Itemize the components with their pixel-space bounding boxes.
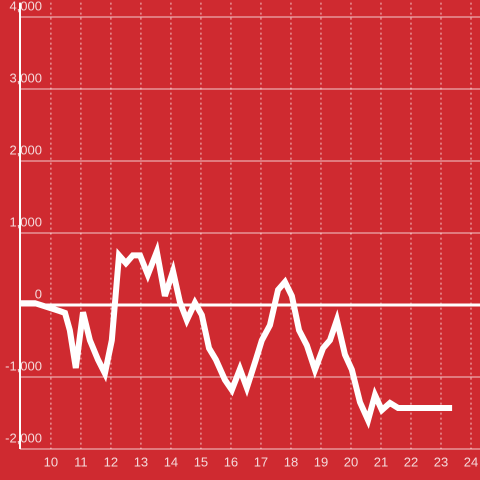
x-tick-label: 20 xyxy=(344,454,358,469)
x-tick-label: 19 xyxy=(314,454,328,469)
x-tick-label: 17 xyxy=(254,454,268,469)
y-tick-label: 1,000 xyxy=(9,214,42,229)
x-tick-label: 16 xyxy=(224,454,238,469)
y-tick-label: -2,000 xyxy=(5,430,42,445)
x-tick-label: 21 xyxy=(374,454,388,469)
x-tick-label: 22 xyxy=(404,454,418,469)
y-tick-label: 0 xyxy=(35,286,42,301)
x-tick-label: 13 xyxy=(134,454,148,469)
x-tick-label: 12 xyxy=(104,454,118,469)
y-tick-label: -1,000 xyxy=(5,358,42,373)
y-tick-label: 4,000 xyxy=(9,0,42,13)
y-tick-label: 2,000 xyxy=(9,142,42,157)
y-tick-label: 3,000 xyxy=(9,70,42,85)
line xyxy=(20,240,453,430)
x-tick-label: 14 xyxy=(164,454,178,469)
x-tick-label: 10 xyxy=(44,454,58,469)
x-tick-label: 15 xyxy=(194,454,208,469)
x-tick-label: 18 xyxy=(284,454,298,469)
x-tick-label: 24 xyxy=(464,454,478,469)
x-tick-label: 23 xyxy=(434,454,448,469)
x-tick-label: 11 xyxy=(74,454,88,469)
